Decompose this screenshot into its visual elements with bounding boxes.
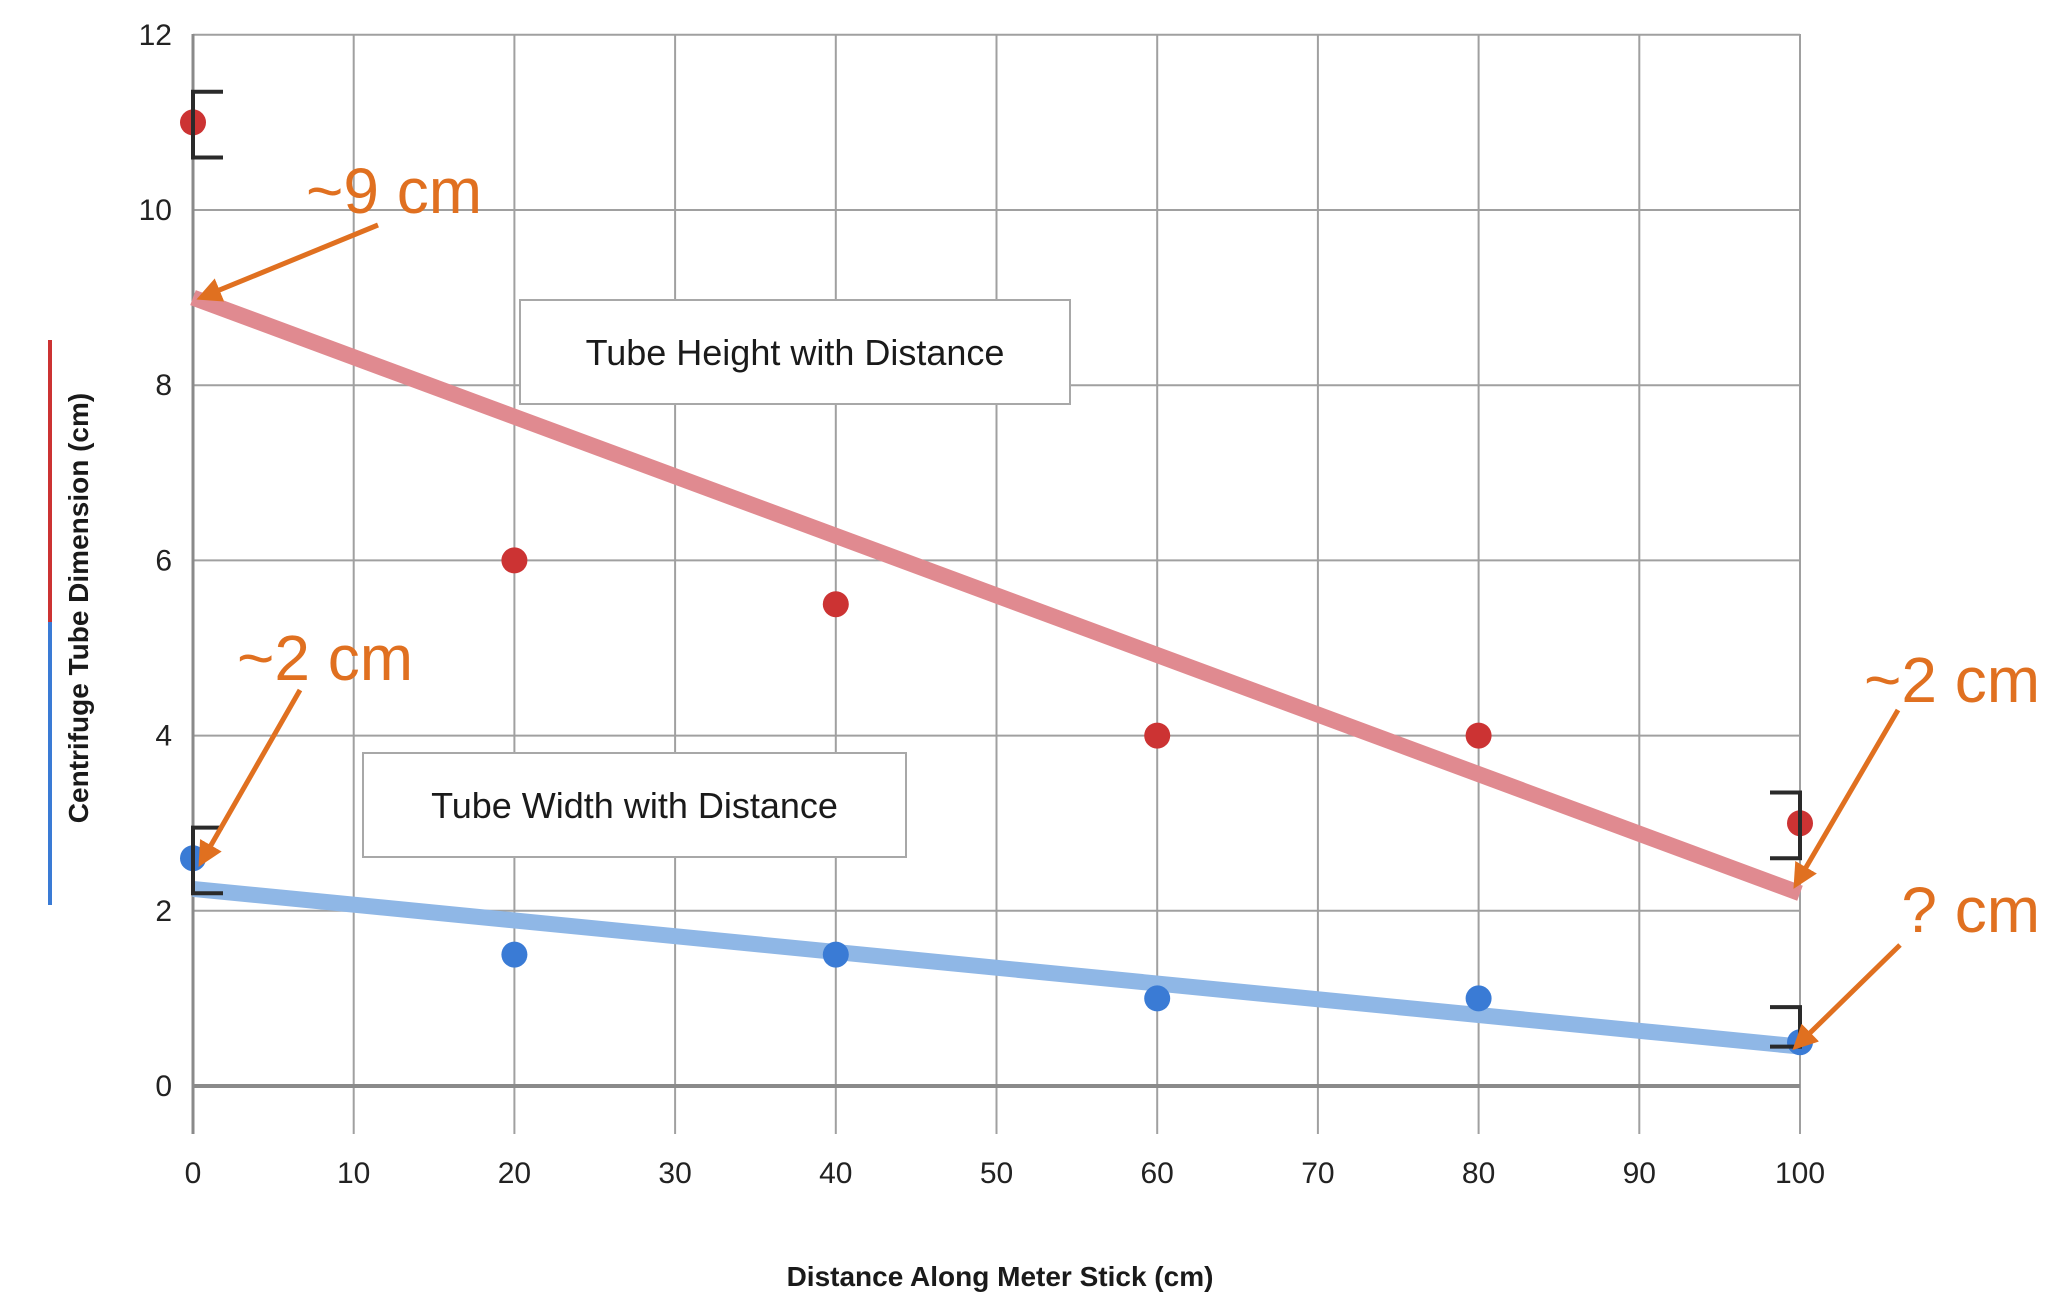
width-data-point bbox=[1144, 985, 1171, 1012]
x-tick-label: 10 bbox=[337, 1157, 370, 1190]
height-data-point bbox=[822, 591, 849, 618]
annotation-arrow bbox=[196, 222, 379, 302]
y-tick-label: 8 bbox=[155, 369, 172, 402]
x-tick-label: 90 bbox=[1623, 1157, 1656, 1190]
y-tick-label: 10 bbox=[139, 194, 172, 227]
width-data-point bbox=[1465, 985, 1492, 1012]
x-tick-label: 70 bbox=[1301, 1157, 1334, 1190]
x-tick-label: 100 bbox=[1775, 1157, 1825, 1190]
y-tick-label: 4 bbox=[155, 720, 172, 753]
trendlines bbox=[190, 290, 1803, 1055]
x-tick-label: 60 bbox=[1141, 1157, 1174, 1190]
series-label-box bbox=[362, 752, 907, 858]
annotation-label: ? cm bbox=[1901, 874, 2040, 946]
annotation-label: ~2 cm bbox=[1864, 644, 2040, 716]
annotation-label: ~2 cm bbox=[237, 622, 413, 694]
brackets bbox=[191, 89, 1802, 1049]
annotation-arrow bbox=[198, 688, 303, 867]
width-data-point bbox=[501, 941, 528, 968]
y-axis-title: Centrifuge Tube Dimension (cm) bbox=[63, 393, 94, 823]
series-label: Tube Width with Distance bbox=[431, 785, 838, 826]
width-data-point bbox=[822, 941, 849, 968]
annotation-arrow bbox=[1792, 943, 1902, 1051]
measurement-bracket bbox=[1770, 790, 1802, 861]
trendline-width bbox=[192, 880, 1801, 1055]
height-data-point bbox=[1465, 722, 1492, 749]
annotation-label: ~9 cm bbox=[306, 155, 482, 227]
series-labels: Tube Height with Distance Tube Width with… bbox=[362, 299, 1071, 858]
trendline-height bbox=[190, 290, 1803, 901]
y-tick-label: 0 bbox=[155, 1070, 172, 1103]
annotations: ~9 cm ~2 cm ~2 cm ? cm bbox=[196, 155, 2040, 1051]
x-tick-label: 40 bbox=[819, 1157, 852, 1190]
series-label: Tube Height with Distance bbox=[586, 332, 1005, 373]
y-tick-label: 12 bbox=[139, 19, 172, 52]
x-tick-label: 30 bbox=[658, 1157, 691, 1190]
y-tick-label: 6 bbox=[155, 544, 172, 577]
x-axis-title: Distance Along Meter Stick (cm) bbox=[787, 1261, 1214, 1292]
series-label-box bbox=[519, 299, 1071, 405]
x-tick-label: 50 bbox=[980, 1157, 1013, 1190]
x-tick-label: 20 bbox=[498, 1157, 531, 1190]
axis-titles: Distance Along Meter Stick (cm) Centrifu… bbox=[48, 340, 1214, 1292]
annotation-arrow bbox=[1793, 708, 1901, 889]
axes: 0 10 20 30 40 50 60 70 80 90 100 0 2 4 6 8 10 12 bbox=[139, 19, 1825, 1190]
x-tick-label: 0 bbox=[185, 1157, 202, 1190]
measurement-bracket bbox=[191, 825, 223, 896]
height-data-point bbox=[501, 547, 528, 574]
measurement-bracket bbox=[191, 89, 223, 160]
y-tick-label: 2 bbox=[155, 895, 172, 928]
height-data-point bbox=[1144, 722, 1171, 749]
x-tick-label: 80 bbox=[1462, 1157, 1495, 1190]
